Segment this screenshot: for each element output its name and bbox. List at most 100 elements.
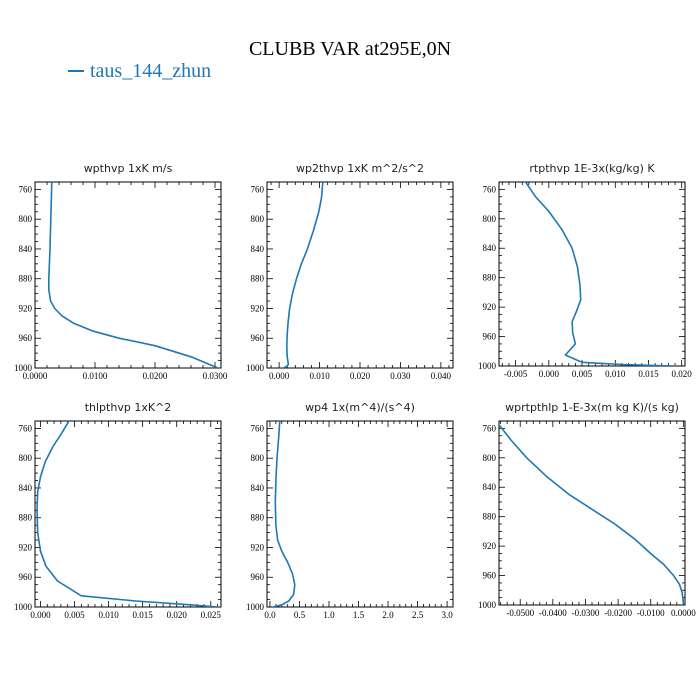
profile-line [272, 421, 296, 607]
plot-frame [266, 420, 454, 608]
y-tick-label: 880 [19, 274, 33, 284]
x-tick-label: -0.0100 [637, 608, 665, 618]
y-tick-label: 760 [251, 184, 265, 194]
y-tick-label: 840 [251, 244, 265, 254]
y-tick-label: 760 [483, 423, 497, 433]
x-tick-label: 0.0300 [203, 371, 228, 381]
panel-title: wp2thvp 1xK m^2/s^2 [296, 162, 424, 175]
panel-2: wp2thvp 1xK m^2/s^2 760 800 840 880 920 960 100… [246, 162, 454, 381]
panel-4: thlpthvp 1xK^276080084088092096010000.00… [14, 401, 222, 620]
panel-title: rtpthvp 1E-3x(kg/kg) K [529, 162, 655, 175]
x-tick-label: 0.005 [64, 610, 85, 620]
y-tick-label: 880 [483, 512, 497, 522]
y-tick-label: 800 [483, 214, 497, 224]
x-tick-label: 0.020 [672, 369, 693, 379]
y-tick-label: 880 [251, 274, 265, 284]
legend: taus_144_zhun [68, 60, 211, 82]
y-tick-label: 1000 [14, 363, 33, 373]
x-tick-label: 1.5 [353, 610, 365, 620]
y-tick-label: 920 [251, 542, 265, 552]
y-tick-label: 800 [483, 453, 497, 463]
y-tick-label: 840 [483, 243, 497, 253]
y-tick-label: 960 [251, 333, 265, 343]
profile-panels: wpthvp 1xK m/s76080084088092096010000.00… [14, 162, 696, 620]
y-tick-label: 840 [251, 483, 265, 493]
y-tick-label: 960 [251, 572, 265, 582]
x-tick-label: 0.010 [98, 610, 119, 620]
y-tick-label: 1000 [14, 602, 33, 612]
y-tick-label: 960 [19, 572, 33, 582]
profile-line [47, 182, 219, 368]
legend-label: taus_144_zhun [90, 60, 211, 82]
y-tick-label: 920 [19, 542, 33, 552]
y-tick-label: 800 [19, 453, 33, 463]
y-tick-label: 800 [251, 214, 265, 224]
x-tick-label: 0.040 [431, 371, 452, 381]
y-tick-label: 760 [483, 184, 497, 194]
plot-frame [498, 181, 686, 367]
x-tick-label: -0.0300 [572, 608, 600, 618]
y-tick-label: 880 [19, 513, 33, 523]
x-tick-label: 1.0 [323, 610, 335, 620]
y-tick-label: 960 [19, 333, 33, 343]
x-tick-label: 0.020 [167, 610, 188, 620]
y-tick-label: 800 [19, 214, 33, 224]
panel-title: thlpthvp 1xK^2 [85, 401, 172, 414]
y-tick-label: 800 [251, 453, 265, 463]
y-tick-label: 920 [483, 541, 497, 551]
y-tick-label: 760 [251, 423, 265, 433]
x-tick-label: 0.005 [572, 369, 593, 379]
profile-line [36, 421, 219, 607]
x-tick-label: 0.030 [390, 371, 411, 381]
x-tick-label: 0.010 [309, 371, 330, 381]
x-tick-label: 0.000 [539, 369, 560, 379]
x-tick-label: 0.010 [605, 369, 626, 379]
y-tick-label: 1000 [478, 361, 497, 371]
profile-line [499, 423, 685, 605]
x-tick-label: 3.0 [441, 610, 453, 620]
y-tick-label: 760 [19, 423, 33, 433]
x-tick-label: 0.000 [30, 610, 51, 620]
x-tick-label: 0.0200 [143, 371, 168, 381]
x-tick-label: -0.0500 [506, 608, 534, 618]
panel-1: wpthvp 1xK m/s 760 800 840 880 920 960 10000.00… [14, 162, 228, 381]
x-tick-label: -0.005 [504, 369, 528, 379]
x-tick-label: 0.015 [133, 610, 154, 620]
panel-title: wpthvp 1xK m/s [84, 162, 173, 175]
y-tick-label: 880 [483, 273, 497, 283]
panel-title: wp4 1x(m^4)/(s^4) [305, 401, 415, 414]
profile-line [524, 182, 676, 366]
plot-frame [266, 181, 454, 369]
x-tick-label: 0.0100 [83, 371, 108, 381]
x-tick-label: 0.025 [201, 610, 222, 620]
y-tick-label: 920 [483, 302, 497, 312]
x-tick-label: -0.0200 [604, 608, 632, 618]
x-tick-label: 0.015 [638, 369, 659, 379]
x-tick-label: 2.5 [412, 610, 424, 620]
figure-title: CLUBB VAR at295E,0N [249, 38, 451, 60]
y-tick-label: 920 [19, 303, 33, 313]
y-tick-label: 840 [19, 244, 33, 254]
y-tick-label: 960 [483, 332, 497, 342]
x-tick-label: 0.0000 [671, 608, 696, 618]
panel-title: wprtpthlp 1-E-3x(m kg K)/(s kg) [505, 401, 679, 414]
profile-line [282, 182, 324, 368]
panel-5: wp4 1x(m^4)/(s^4)76080084088092096010000… [246, 401, 454, 620]
plot-frame [498, 420, 686, 606]
y-tick-label: 880 [251, 513, 265, 523]
x-tick-label: -0.0400 [539, 608, 567, 618]
x-tick-label: 0.000 [269, 371, 290, 381]
y-tick-label: 840 [483, 482, 497, 492]
x-tick-label: 2.0 [382, 610, 394, 620]
y-tick-label: 840 [19, 483, 33, 493]
x-tick-label: 0.020 [350, 371, 371, 381]
x-tick-label: 0.5 [294, 610, 306, 620]
plot-frame [34, 420, 222, 608]
y-tick-label: 1000 [478, 600, 497, 610]
x-tick-label: 0.0000 [23, 371, 48, 381]
y-tick-label: 920 [251, 303, 265, 313]
y-tick-label: 960 [483, 571, 497, 581]
y-tick-label: 760 [19, 184, 33, 194]
panel-6: wprtpthlp 1-E-3x(m kg K)/(s kg) 760 800 840… [478, 401, 696, 618]
